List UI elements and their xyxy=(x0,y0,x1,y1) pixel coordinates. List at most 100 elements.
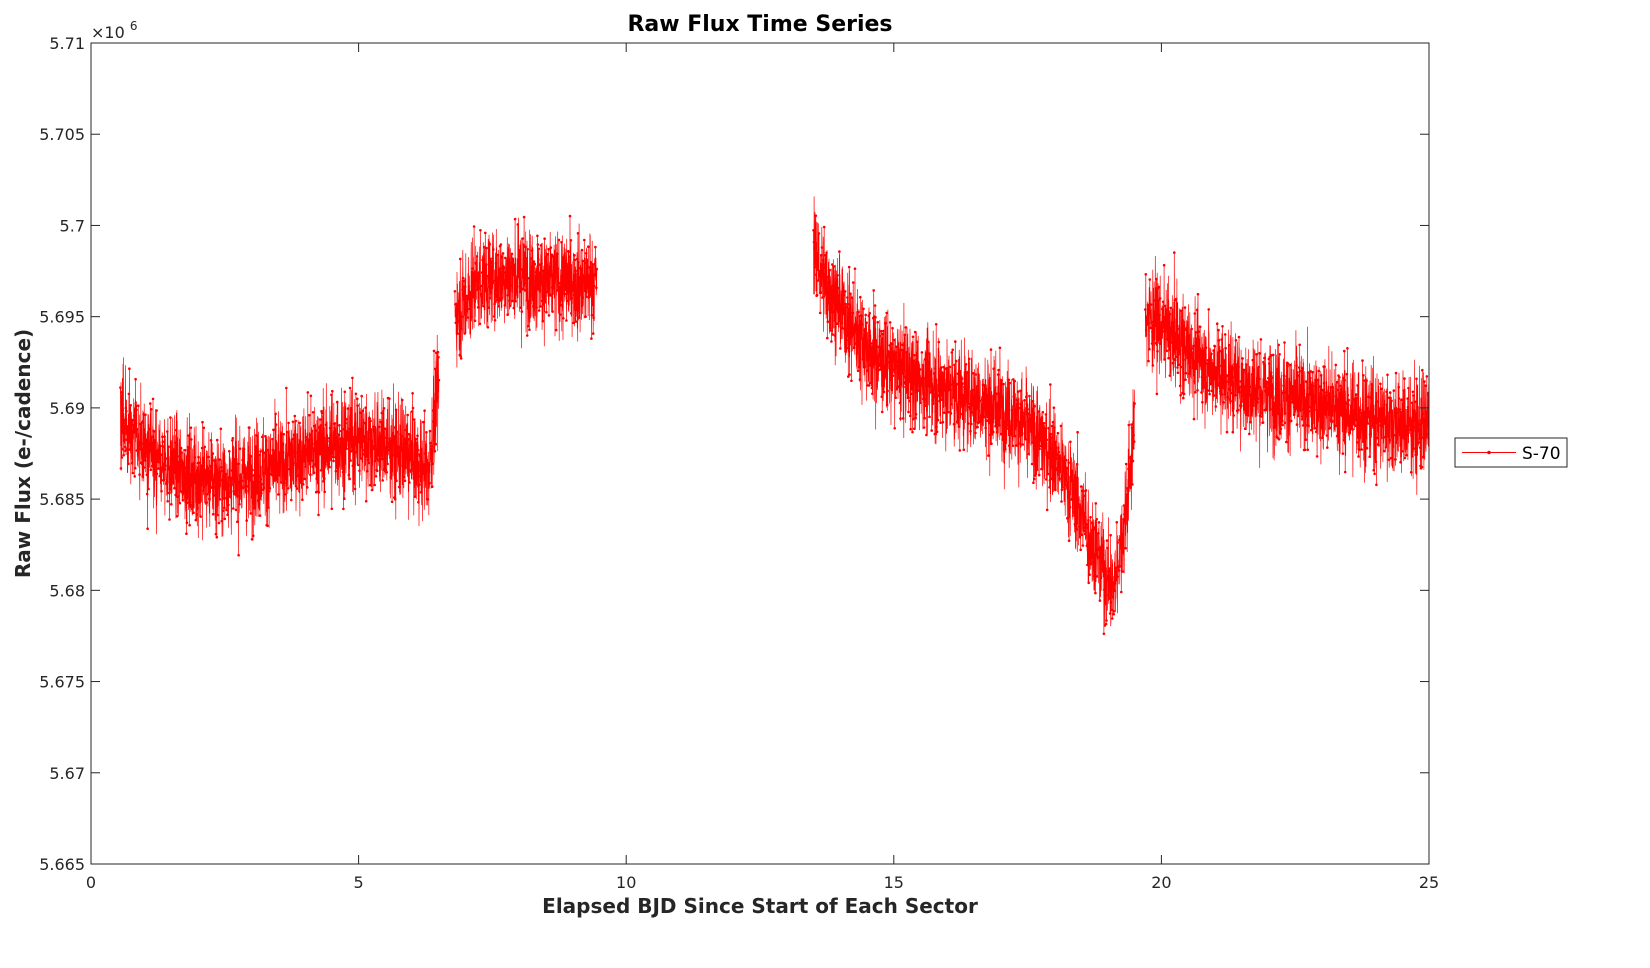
data-point xyxy=(385,436,388,440)
data-point xyxy=(864,342,868,346)
data-point xyxy=(847,338,851,342)
data-point xyxy=(120,456,124,459)
data-point xyxy=(1219,382,1222,385)
data-point xyxy=(302,450,306,453)
data-point xyxy=(295,462,298,465)
data-point xyxy=(1375,483,1378,487)
data-point xyxy=(1197,335,1200,338)
data-point xyxy=(1204,375,1207,379)
data-point xyxy=(996,373,1000,376)
data-point xyxy=(1223,359,1226,362)
data-point xyxy=(1111,595,1115,599)
data-point xyxy=(535,306,538,309)
data-point xyxy=(556,289,559,292)
data-point xyxy=(142,466,146,469)
data-point xyxy=(819,291,823,294)
data-point xyxy=(327,437,331,440)
data-point xyxy=(309,473,312,477)
data-point xyxy=(160,489,163,493)
data-point xyxy=(525,299,528,302)
data-point xyxy=(895,345,898,349)
data-point xyxy=(1180,309,1183,313)
data-point xyxy=(823,273,826,276)
data-point xyxy=(1377,418,1381,422)
data-point xyxy=(318,418,322,421)
data-point xyxy=(1322,396,1325,399)
data-point xyxy=(1371,424,1374,428)
data-point xyxy=(1403,377,1406,380)
data-point xyxy=(983,415,987,419)
data-point xyxy=(465,303,468,307)
data-point xyxy=(239,473,242,476)
data-point xyxy=(488,296,492,300)
data-point xyxy=(1217,339,1221,342)
data-point xyxy=(141,475,144,478)
data-point xyxy=(562,267,566,271)
data-point xyxy=(1339,384,1342,388)
data-point xyxy=(475,262,478,266)
data-point xyxy=(370,488,374,492)
data-point xyxy=(318,426,321,429)
data-point xyxy=(218,498,222,501)
data-point xyxy=(1214,405,1218,408)
data-point xyxy=(818,273,821,277)
data-point xyxy=(1285,440,1288,444)
data-point xyxy=(936,418,940,422)
data-point xyxy=(279,456,282,460)
data-point xyxy=(135,408,138,412)
data-point xyxy=(204,483,208,487)
data-point xyxy=(127,462,130,466)
data-point xyxy=(1369,396,1373,400)
data-point xyxy=(470,315,473,318)
data-point xyxy=(1379,382,1382,386)
data-point xyxy=(1390,434,1394,438)
data-point xyxy=(1230,383,1233,387)
data-point xyxy=(1053,426,1056,429)
data-point xyxy=(1306,371,1310,374)
data-point xyxy=(1341,414,1344,418)
data-point xyxy=(1224,380,1228,384)
data-point xyxy=(1110,608,1114,612)
data-point xyxy=(915,357,919,361)
data-point xyxy=(1425,414,1429,417)
data-point xyxy=(344,417,348,421)
data-point xyxy=(1284,412,1287,415)
data-point xyxy=(1226,396,1229,399)
data-point xyxy=(138,473,141,476)
data-point xyxy=(1253,384,1256,387)
data-point xyxy=(1308,405,1311,409)
data-point xyxy=(563,292,566,296)
data-point xyxy=(1263,356,1266,360)
data-point xyxy=(994,405,998,408)
data-point xyxy=(1318,385,1322,388)
data-point xyxy=(1040,467,1043,471)
data-point xyxy=(417,475,421,478)
data-point xyxy=(1413,400,1417,404)
data-point xyxy=(1177,363,1181,367)
data-point xyxy=(1368,455,1371,459)
data-point xyxy=(1108,612,1112,615)
data-point xyxy=(1356,420,1360,423)
data-point xyxy=(939,385,943,388)
data-point xyxy=(122,421,126,425)
data-point xyxy=(1279,427,1283,431)
data-point xyxy=(203,445,206,449)
data-point xyxy=(1361,440,1365,443)
data-point xyxy=(932,393,936,396)
data-point xyxy=(373,459,377,463)
data-point xyxy=(1011,434,1014,438)
data-point xyxy=(529,294,532,298)
data-point xyxy=(1265,408,1268,412)
data-point xyxy=(1016,390,1020,393)
data-point xyxy=(1361,359,1364,362)
data-point xyxy=(842,288,845,292)
data-point xyxy=(335,400,339,404)
data-point xyxy=(433,449,437,453)
data-point xyxy=(1214,366,1217,369)
data-point xyxy=(830,292,834,296)
data-point xyxy=(308,438,311,441)
y-tick-label: 5.685 xyxy=(39,490,85,509)
data-point xyxy=(917,381,921,384)
data-point xyxy=(1093,574,1096,578)
